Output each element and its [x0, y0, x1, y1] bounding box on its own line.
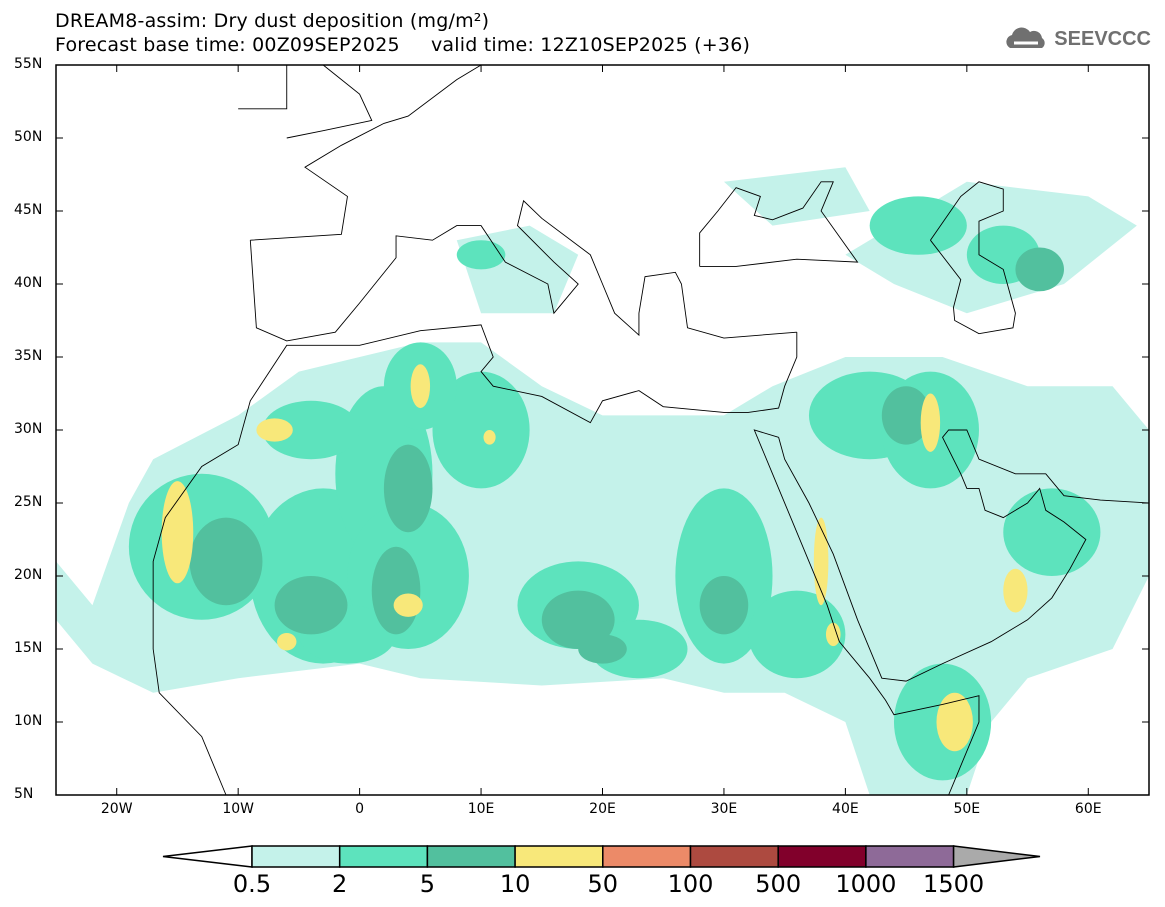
colorbar-label: 1000 [835, 870, 897, 898]
lat-label: 30N [14, 421, 43, 437]
lat-label: 15N [14, 640, 43, 656]
coastline [930, 181, 1016, 335]
dust-region-2-5 [675, 488, 773, 664]
coastline [699, 181, 859, 267]
dust-region-5-10 [578, 634, 627, 664]
dust-region-2-5 [590, 619, 688, 679]
forecast-times: Forecast base time: 00Z09SEP2025 valid t… [55, 34, 751, 56]
lat-label: 10N [14, 713, 43, 729]
dust-region-10-50 [1003, 568, 1028, 613]
dust-region-0.5-2 [456, 225, 579, 314]
colorbar-bin [338, 845, 429, 868]
dust-region-10-50 [920, 393, 941, 452]
lon-label: 20E [589, 801, 616, 817]
colorbar-label: 500 [755, 870, 802, 898]
colorbar-label: 1500 [923, 870, 985, 898]
colorbar [162, 845, 1041, 868]
dust-region-5-10 [881, 386, 931, 445]
coastline [238, 65, 288, 110]
coastline [249, 199, 797, 342]
dust-region-2-5 [869, 196, 967, 255]
dust-region-10-50 [825, 622, 841, 647]
lat-label: 50N [14, 129, 43, 145]
dust-region-2-5 [1003, 488, 1101, 576]
colorbar-under-arrow [162, 845, 253, 868]
colorbar-bin [777, 845, 867, 868]
colorbar-bin [865, 845, 955, 868]
lat-label: 40N [14, 275, 43, 291]
cloud-icon [1006, 27, 1045, 48]
dust-region-5-10 [1015, 247, 1064, 292]
colorbar-bin [251, 845, 341, 868]
dust-region-10-50 [277, 632, 297, 651]
dust-region-10-50 [483, 430, 496, 445]
lon-label: 50E [953, 801, 981, 817]
dust-region-10-50 [936, 692, 973, 752]
map-title: DREAM8-assim: Dry dust deposition (mg/m²… [55, 10, 490, 32]
coastlines [152, 64, 1150, 796]
lon-label: 40E [832, 801, 859, 817]
dust-region-5-10 [274, 576, 348, 635]
lat-label: 55N [14, 56, 43, 72]
coastline [250, 64, 482, 241]
colorbar-bin [514, 845, 604, 868]
colorbar-label: 10 [499, 870, 531, 898]
lon-label: 10W [222, 801, 254, 817]
dust-region-5-10 [699, 576, 749, 635]
lon-label: 10E [467, 801, 495, 817]
lat-label: 35N [14, 348, 43, 364]
colorbar-bin [602, 845, 692, 868]
coastline [286, 64, 373, 139]
dust-region-0.5-2 [723, 167, 870, 226]
colorbar-over-arrow [952, 845, 1041, 868]
dust-region-2-5 [748, 590, 846, 679]
lat-label: 5N [14, 786, 34, 802]
lat-label: 25N [14, 494, 43, 510]
dust-region-10-50 [256, 418, 293, 442]
axis-ticks [56, 64, 1149, 796]
dust-region-2-5 [456, 240, 506, 270]
dust-region-10-50 [813, 517, 829, 606]
colorbar-label: 50 [587, 870, 619, 898]
colorbar-label: 0.5 [232, 870, 272, 898]
colorbar-bin [426, 845, 516, 868]
logo-text: SEEVCCC [1054, 27, 1151, 50]
lon-label: 0 [355, 801, 365, 817]
colorbar-label: 5 [419, 870, 436, 898]
lon-label: 30E [710, 801, 738, 817]
lat-label: 20N [14, 567, 43, 583]
dust-region-10-50 [393, 593, 423, 617]
lon-label: 60E [1074, 801, 1102, 817]
colorbar-label: 2 [332, 870, 348, 898]
dust-region-5-10 [383, 444, 433, 533]
dust-region-10-50 [161, 481, 194, 584]
coastline [152, 324, 798, 796]
coastline [753, 429, 980, 796]
dust-fields [56, 167, 1149, 795]
colorbar-bin [689, 845, 779, 868]
dust-region-2-5 [432, 371, 530, 489]
lat-label: 45N [14, 202, 43, 218]
dust-region-10-50 [410, 364, 431, 409]
colorbar-label: 100 [667, 870, 714, 898]
seevccc-logo: SEEVCCC [1002, 26, 1151, 52]
coastline [778, 429, 1150, 682]
dust-region-2-5 [262, 400, 360, 460]
lon-label: 20W [100, 801, 133, 817]
dust-region-5-10 [541, 590, 615, 649]
dust-region-5-10 [371, 546, 421, 635]
dust-region-5-10 [189, 517, 263, 606]
